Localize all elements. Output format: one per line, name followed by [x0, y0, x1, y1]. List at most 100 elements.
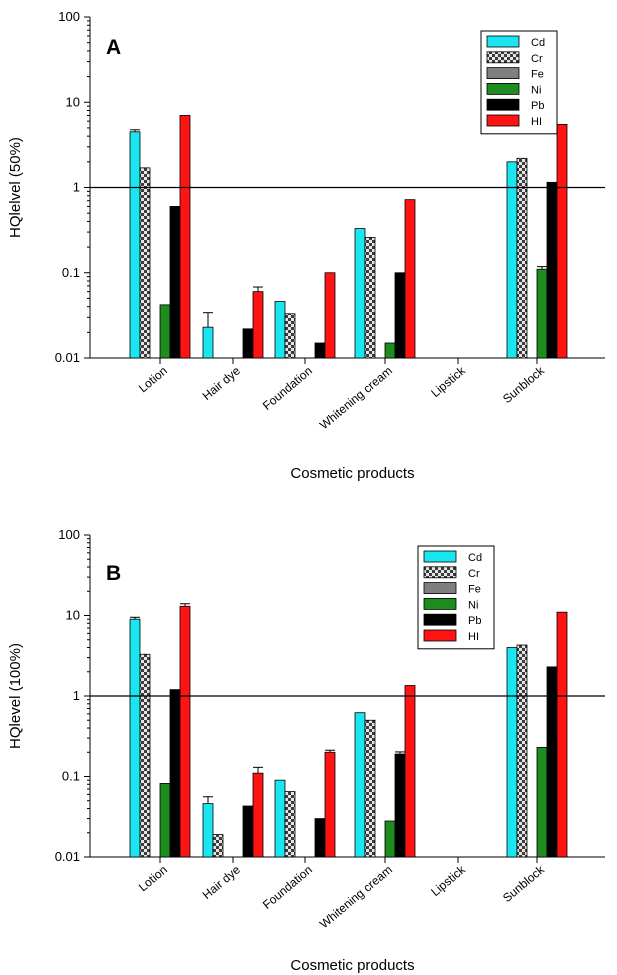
legend-swatch-hi [486, 114, 520, 127]
x-category-label: Hair dye [200, 363, 243, 403]
y-axis-title: HQlelvel (50%) [7, 137, 24, 238]
y-tick-label: 0.1 [62, 265, 80, 280]
y-tick-label: 100 [58, 527, 80, 542]
bar-pb-foundation [314, 342, 326, 359]
x-axis-title: Cosmetic products [290, 957, 414, 974]
legend-swatch-cd [423, 550, 457, 563]
bar-hi-lotion [179, 605, 191, 858]
x-category-label: Whitening cream [317, 863, 395, 932]
bar-pb-hair-dye [242, 328, 254, 359]
legend-swatch-pb [486, 98, 520, 111]
legend-label-hi: HI [468, 631, 479, 643]
bar-cd-lotion [129, 131, 141, 359]
bar-pb-foundation [314, 818, 326, 858]
x-category-label: Foundation [260, 364, 315, 413]
legend-swatch-pb [423, 613, 457, 626]
bar-pb-lotion [169, 689, 181, 858]
bar-ni-lotion [159, 783, 171, 858]
bar-cd-sunblock [506, 161, 518, 359]
legend: Cd Cr Fe Ni Pb HI [417, 545, 495, 650]
bar-cd-foundation [274, 301, 286, 359]
x-category-label: Whitening cream [317, 364, 395, 433]
legend-label-hi: HI [531, 116, 542, 128]
x-category-label: Lipstick [428, 363, 468, 400]
bar-pb-lotion [169, 206, 181, 359]
bar-cr-hair-dye [212, 834, 224, 858]
bar-hi-sunblock [556, 611, 568, 858]
bar-hi-foundation [324, 272, 336, 359]
x-category-label: Foundation [260, 863, 315, 912]
y-tick-label: 10 [66, 94, 80, 109]
bar-pb-hair-dye [242, 805, 254, 858]
bar-hi-hair-dye [252, 772, 264, 858]
bar-hi-hair-dye [252, 291, 264, 359]
bar-cr-sunblock [516, 157, 528, 359]
legend-label-cr: Cr [468, 568, 480, 580]
legend-label-pb: Pb [531, 100, 544, 112]
chart-panel-a: 0.01 0.1 1 10 100 Lotion Hair dye Foundation Whi… [7, 9, 605, 482]
legend-swatch-ni [423, 598, 457, 610]
x-axis-title: Cosmetic products [290, 465, 414, 482]
bar-hi-lotion [179, 115, 191, 359]
bar-pb-whitening-cream [394, 753, 406, 858]
legend-swatch-cr [423, 566, 457, 579]
bar-cd-hair-dye [202, 326, 214, 359]
y-tick-label: 0.01 [55, 350, 80, 365]
bar-cr-foundation [284, 313, 296, 359]
legend-label-cd: Cd [468, 552, 482, 564]
bar-cd-whitening-cream [354, 712, 366, 858]
legend-swatch-cr [486, 51, 520, 64]
bar-cd-lotion [129, 618, 141, 858]
bar-hi-whitening-cream [404, 685, 416, 858]
bar-cd-whitening-cream [354, 228, 366, 359]
x-category-label: Hair dye [200, 862, 243, 902]
bar-cd-sunblock [506, 647, 518, 858]
y-axis-title: HQlevel (100%) [7, 643, 24, 749]
panel-label: B [106, 562, 121, 585]
legend-swatch-fe [486, 67, 520, 79]
x-category-label: Sunblock [500, 363, 548, 406]
x-category-label: Lotion [136, 364, 170, 396]
legend-swatch-ni [486, 83, 520, 95]
legend-label-fe: Fe [468, 584, 481, 596]
bar-pb-whitening-cream [394, 272, 406, 359]
bar-cd-foundation [274, 779, 286, 858]
legend-label-cd: Cd [531, 37, 545, 49]
bar-cr-whitening-cream [364, 719, 376, 858]
legend-swatch-fe [423, 582, 457, 594]
legend: Cd Cr Fe Ni Pb HI [480, 30, 558, 135]
x-category-label: Lotion [136, 863, 170, 895]
bar-ni-sunblock [536, 268, 548, 359]
bar-cr-sunblock [516, 644, 528, 858]
y-tick-label: 0.01 [55, 849, 80, 864]
legend-label-cr: Cr [531, 53, 543, 65]
bar-hi-whitening-cream [404, 199, 416, 359]
bar-ni-whitening-cream [384, 820, 396, 858]
bar-cr-lotion [139, 167, 151, 359]
legend-swatch-hi [423, 629, 457, 642]
x-category-label: Lipstick [428, 862, 468, 899]
y-tick-label: 0.1 [62, 769, 80, 784]
bar-cd-hair-dye [202, 803, 214, 858]
legend-label-fe: Fe [531, 69, 544, 81]
bar-cr-whitening-cream [364, 236, 376, 359]
bar-hi-foundation [324, 751, 336, 858]
bar-hi-sunblock [556, 123, 568, 359]
legend-label-ni: Ni [531, 84, 541, 96]
bar-ni-whitening-cream [384, 342, 396, 359]
legend-label-pb: Pb [468, 615, 481, 627]
bar-ni-lotion [159, 304, 171, 359]
y-tick-label: 1 [73, 180, 80, 195]
y-tick-label: 100 [58, 9, 80, 24]
legend-label-ni: Ni [468, 599, 478, 611]
bar-pb-sunblock [546, 666, 558, 858]
legend-swatch-cd [486, 35, 520, 48]
x-category-label: Sunblock [500, 862, 548, 905]
panel-label: A [106, 36, 121, 59]
y-tick-label: 10 [66, 608, 80, 623]
bar-cr-lotion [139, 653, 151, 858]
y-tick-label: 1 [73, 688, 80, 703]
chart-panel-b: 0.01 0.1 1 10 100 Lotion Hair dye Foundation Whi… [7, 527, 605, 974]
bar-cr-foundation [284, 791, 296, 858]
bar-pb-sunblock [546, 181, 558, 359]
